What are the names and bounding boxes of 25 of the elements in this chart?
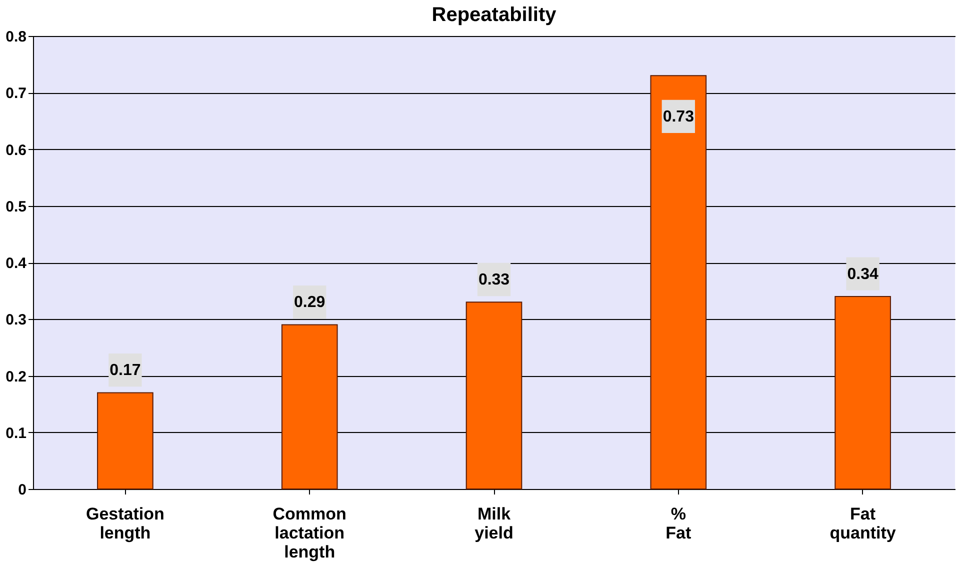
data-label: 0.17 [110, 362, 141, 380]
bar [834, 296, 891, 490]
y-tick-label: 0.8 [6, 28, 26, 46]
x-tick-label: % Fat [666, 504, 692, 542]
chart-title: Repeatability [432, 4, 558, 26]
bar [650, 75, 707, 490]
x-tick-label: Fat quantity [830, 504, 896, 542]
bar [97, 392, 154, 490]
y-tick-label: 0.4 [6, 255, 28, 272]
data-label: 0.29 [294, 294, 326, 312]
x-tick-label: Common lactation length [272, 504, 346, 562]
y-tick-label: 0.6 [6, 142, 26, 159]
y-tick-label: 0 [18, 482, 26, 498]
x-tick-label: Gestation length [86, 504, 164, 542]
y-tick-label: 0.3 [6, 312, 26, 329]
y-tick-label: 0.5 [6, 198, 26, 216]
data-label: 0.34 [847, 266, 878, 283]
x-tick-label: Milk yield [474, 504, 514, 542]
data-label: 0.33 [478, 271, 510, 288]
y-tick-label: 0.1 [6, 424, 26, 442]
bar [466, 302, 522, 490]
y-tick-label: 0.2 [6, 368, 26, 386]
y-tick-label: 0.7 [6, 85, 26, 102]
data-label: 0.73 [662, 108, 694, 126]
bar [281, 324, 338, 490]
